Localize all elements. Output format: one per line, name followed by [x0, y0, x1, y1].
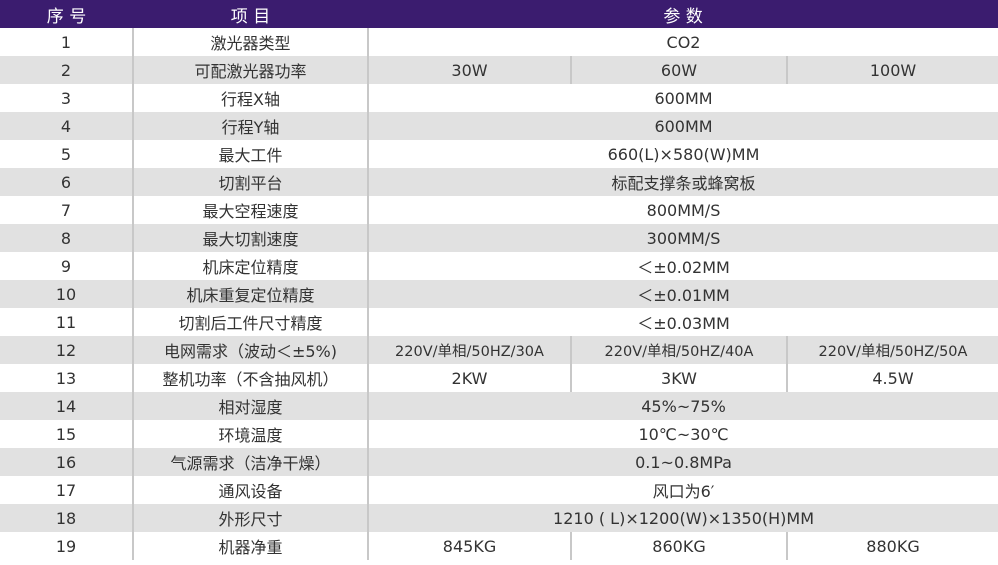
row-number: 18: [0, 504, 133, 532]
row-value: 1210 ( L)×1200(W)×1350(H)MM: [366, 504, 998, 532]
row-value: ＜±0.03MM: [366, 308, 998, 336]
row-number: 11: [55, 312, 77, 332]
header-params: 参 数: [368, 0, 998, 28]
row-number: 6: [0, 168, 133, 196]
row-number: 19: [55, 536, 77, 556]
row-item: 外形尺寸: [132, 504, 368, 532]
row-value: 风口为6′: [366, 476, 998, 504]
row-item: 行程X轴: [132, 84, 368, 112]
row-item: 机器净重: [132, 532, 368, 560]
row-number: 1: [60, 32, 72, 52]
row-item: 最大切割速度: [132, 224, 368, 252]
table-row: 16 气源需求（洁净干燥） 0.1~0.8MPa: [0, 448, 998, 476]
table-row: 10 机床重复定位精度 ＜±0.01MM: [0, 280, 998, 308]
row-value: 标配支撑条或蜂窝板: [366, 168, 998, 196]
table-row: 3 行程X轴 600MM: [0, 84, 998, 112]
table-row: 17 通风设备 风口为6′: [0, 476, 998, 504]
table-row: 15 环境温度 10℃~30℃: [0, 420, 998, 448]
table-row: 14 相对湿度 45%~75%: [0, 392, 998, 420]
row-value: 60W: [570, 56, 787, 84]
row-number: 2: [0, 56, 133, 84]
row-item: 切割平台: [132, 168, 368, 196]
row-value: 600MM: [366, 84, 998, 112]
row-item: 切割后工件尺寸精度: [132, 308, 368, 336]
row-value: 220V/单相/50HZ/50A: [785, 336, 998, 364]
row-item: 最大工件: [132, 140, 368, 168]
row-value: 860KG: [570, 532, 787, 560]
row-number: 14: [0, 392, 133, 420]
row-item: 相对湿度: [132, 392, 368, 420]
row-item: 机床重复定位精度: [132, 280, 368, 308]
table-row: 13 整机功率（不含抽风机） 2KW 3KW 4.5W: [0, 364, 998, 392]
table-row: 1 激光器类型 CO2: [0, 28, 998, 56]
table-row: 2 可配激光器功率 30W 60W 100W: [0, 56, 998, 84]
row-item: 气源需求（洁净干燥）: [132, 448, 368, 476]
row-value: 30W: [367, 56, 571, 84]
row-value: 3KW: [570, 364, 787, 392]
row-number: 5: [60, 144, 72, 164]
row-item: 电网需求（波动＜±5%): [132, 336, 368, 364]
row-item: 环境温度: [132, 420, 368, 448]
row-value: 100W: [785, 56, 998, 84]
row-value: 845KG: [367, 532, 571, 560]
row-number: 12: [0, 336, 133, 364]
row-number: 13: [55, 368, 77, 388]
row-number: 8: [0, 224, 133, 252]
table-row: 4 行程Y轴 600MM: [0, 112, 998, 140]
row-value: ＜±0.01MM: [366, 280, 998, 308]
row-item: 通风设备: [132, 476, 368, 504]
row-number: 10: [0, 280, 133, 308]
row-value: 45%~75%: [366, 392, 998, 420]
row-value: 2KW: [367, 364, 571, 392]
table-row: 12 电网需求（波动＜±5%) 220V/单相/50HZ/30A 220V/单相/50…: [0, 336, 998, 364]
row-number: 3: [60, 88, 72, 108]
row-number: 16: [0, 448, 133, 476]
table-row: 8 最大切割速度 300MM/S: [0, 224, 998, 252]
row-value: CO2: [366, 28, 998, 56]
row-value: 0.1~0.8MPa: [366, 448, 998, 476]
header-item: 项 目: [133, 0, 368, 28]
row-value: 4.5W: [785, 364, 998, 392]
header-row: 序 号 项 目 参 数: [0, 0, 998, 28]
table-row: 7 最大空程速度 800MM/S: [0, 196, 998, 224]
row-number: 9: [60, 256, 72, 276]
row-value: 300MM/S: [366, 224, 998, 252]
row-value: 10℃~30℃: [366, 420, 998, 448]
row-value: ＜±0.02MM: [366, 252, 998, 280]
row-number: 15: [55, 424, 77, 444]
row-item: 最大空程速度: [132, 196, 368, 224]
row-value: 220V/单相/50HZ/40A: [570, 336, 787, 364]
row-value: 600MM: [366, 112, 998, 140]
row-item: 行程Y轴: [132, 112, 368, 140]
table-row: 6 切割平台 标配支撑条或蜂窝板: [0, 168, 998, 196]
row-value: 880KG: [785, 532, 998, 560]
table-row: 19 机器净重 845KG 860KG 880KG: [0, 532, 998, 560]
row-value: 800MM/S: [366, 196, 998, 224]
header-index: 序 号: [0, 0, 133, 28]
table-row: 9 机床定位精度 ＜±0.02MM: [0, 252, 998, 280]
row-number: 4: [0, 112, 133, 140]
table-body: 1 激光器类型 CO2 2 可配激光器功率 30W 60W 100W 3 行程X轴 600MM 4 行程…: [0, 28, 998, 560]
table-row: 18 外形尺寸 1210 ( L)×1200(W)×1350(H)MM: [0, 504, 998, 532]
row-number: 17: [55, 480, 77, 500]
row-item: 整机功率（不含抽风机）: [132, 364, 368, 392]
row-item: 机床定位精度: [132, 252, 368, 280]
row-value: 660(L)×580(W)MM: [366, 140, 998, 168]
table-row: 11 切割后工件尺寸精度 ＜±0.03MM: [0, 308, 998, 336]
table-row: 5 最大工件 660(L)×580(W)MM: [0, 140, 998, 168]
row-item: 激光器类型: [132, 28, 368, 56]
row-item: 可配激光器功率: [132, 56, 368, 84]
row-number: 7: [60, 200, 72, 220]
row-value: 220V/单相/50HZ/30A: [367, 336, 571, 364]
